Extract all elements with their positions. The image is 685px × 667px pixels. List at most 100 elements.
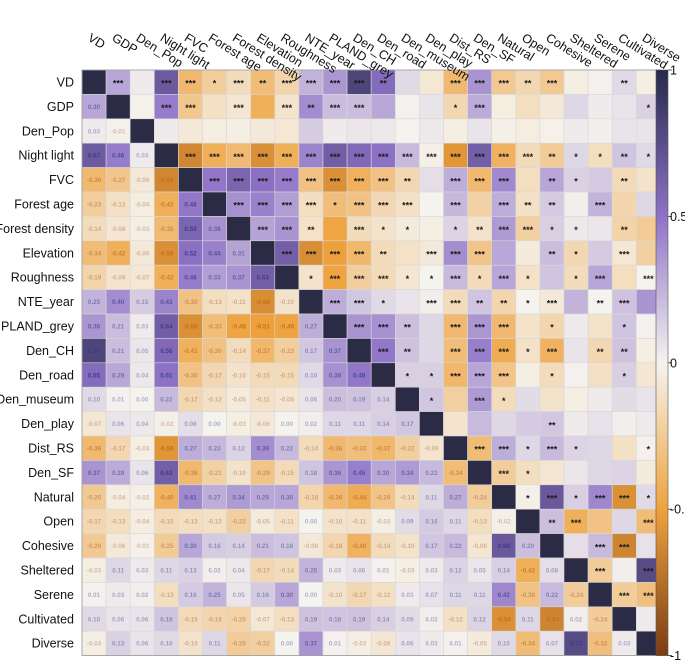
heatmap-cell bbox=[515, 216, 541, 242]
diagonal-cell bbox=[202, 191, 227, 217]
cell-value-label: 0.11 bbox=[425, 494, 437, 501]
heatmap-cell bbox=[394, 484, 420, 510]
cell-value-label: -0.01 bbox=[135, 543, 150, 550]
heatmap-cell bbox=[178, 338, 203, 364]
cell-value-label: 0.00 bbox=[208, 421, 221, 428]
heatmap-cell bbox=[515, 630, 541, 656]
cell-value-label: 0.09 bbox=[401, 519, 414, 526]
significance-stars: ** bbox=[548, 518, 556, 528]
cell-value-label: 0.22 bbox=[449, 543, 462, 550]
cell-value-label: -0.32 bbox=[593, 641, 608, 648]
heatmap-cell bbox=[611, 240, 637, 266]
cell-value-label: -0.44 bbox=[352, 494, 367, 501]
cell-value-label: 0.11 bbox=[329, 421, 341, 428]
heatmap-cell bbox=[81, 289, 107, 315]
cell-value-label: 0.25 bbox=[208, 592, 221, 599]
cell-value-label: -0.59 bbox=[183, 324, 198, 331]
cell-value-label: -0.36 bbox=[183, 470, 198, 477]
heatmap-cell bbox=[105, 386, 131, 412]
cell-value-label: 0.48 bbox=[353, 372, 366, 379]
heatmap-cell bbox=[178, 582, 203, 608]
cell-value-label: -0.13 bbox=[472, 519, 487, 526]
diagonal-cell bbox=[611, 606, 637, 632]
colorbar-tick-label: -0.5 bbox=[670, 503, 685, 517]
heatmap-cell bbox=[563, 606, 589, 632]
cell-value-label: 0.11 bbox=[450, 592, 462, 599]
cell-value-label: 0.14 bbox=[377, 421, 390, 428]
cell-value-label: -0.04 bbox=[111, 494, 126, 501]
cell-value-label: 0.07 bbox=[425, 592, 438, 599]
significance-stars: * bbox=[213, 79, 217, 89]
heatmap-cell bbox=[250, 606, 276, 632]
significance-stars: ** bbox=[524, 201, 532, 211]
cell-value-label: 0.22 bbox=[281, 446, 294, 453]
heatmap-cell bbox=[467, 386, 493, 412]
heatmap-cell bbox=[419, 142, 444, 168]
significance-stars: *** bbox=[257, 152, 268, 162]
heatmap-cell bbox=[587, 460, 613, 486]
heatmap-cell bbox=[419, 362, 444, 388]
heatmap-cell bbox=[154, 362, 179, 388]
heatmap-cell bbox=[298, 362, 324, 388]
heatmap-cell bbox=[250, 118, 276, 144]
significance-stars: * bbox=[430, 274, 434, 284]
significance-stars: * bbox=[598, 152, 602, 162]
significance-stars: * bbox=[309, 274, 313, 284]
significance-stars: * bbox=[574, 176, 578, 186]
significance-stars: ** bbox=[548, 152, 556, 162]
heatmap-cell bbox=[202, 484, 227, 510]
heatmap-cell bbox=[611, 94, 637, 120]
heatmap-cell bbox=[539, 484, 565, 510]
significance-stars: *** bbox=[547, 79, 558, 89]
significance-stars: *** bbox=[547, 298, 558, 308]
heatmap-cell bbox=[226, 606, 252, 632]
row-label: GDP bbox=[47, 100, 74, 114]
cell-value-label: -0.34 bbox=[448, 470, 463, 477]
diagonal-cell bbox=[226, 216, 252, 242]
cell-value-label: 0.27 bbox=[184, 446, 197, 453]
heatmap-cell bbox=[611, 508, 637, 534]
significance-stars: *** bbox=[450, 274, 461, 284]
heatmap-cell bbox=[515, 338, 541, 364]
heatmap-cell bbox=[563, 533, 589, 559]
significance-stars: ** bbox=[476, 298, 484, 308]
cell-value-label: 0.21 bbox=[257, 543, 270, 550]
cell-value-label: 0.14 bbox=[233, 543, 246, 550]
heatmap-cell bbox=[81, 167, 107, 193]
significance-stars: *** bbox=[619, 250, 630, 260]
significance-stars: * bbox=[526, 494, 530, 504]
heatmap-cell bbox=[129, 533, 155, 559]
heatmap-cell bbox=[346, 386, 372, 412]
cell-value-label: -0.22 bbox=[256, 641, 271, 648]
cell-value-label: -0.41 bbox=[183, 348, 198, 355]
heatmap-cell bbox=[394, 69, 420, 95]
heatmap-cell bbox=[226, 582, 252, 608]
cell-value-label: 0.27 bbox=[305, 324, 318, 331]
cell-value-label: -0.03 bbox=[135, 446, 150, 453]
significance-stars: *** bbox=[282, 225, 293, 235]
significance-stars: * bbox=[574, 152, 578, 162]
heatmap-cell bbox=[394, 508, 420, 534]
heatmap-cell bbox=[274, 118, 300, 144]
cell-value-label: 0.00 bbox=[305, 519, 318, 526]
cell-value-label: -0.30 bbox=[183, 372, 198, 379]
cell-value-label: 0.37 bbox=[233, 275, 246, 282]
significance-stars: *** bbox=[595, 494, 606, 504]
cell-value-label: 0.17 bbox=[425, 543, 438, 550]
cell-value-label: -0.10 bbox=[231, 372, 246, 379]
heatmap-cell bbox=[563, 216, 589, 242]
cell-value-label: 0.20 bbox=[522, 543, 535, 550]
heatmap-cell bbox=[563, 289, 589, 315]
heatmap-cell bbox=[346, 216, 372, 242]
heatmap-cell bbox=[539, 338, 565, 364]
heatmap-cell bbox=[370, 167, 396, 193]
cell-value-label: 0.06 bbox=[136, 470, 149, 477]
significance-stars: *** bbox=[354, 79, 365, 89]
cell-value-label: 0.02 bbox=[425, 616, 438, 623]
heatmap-cell bbox=[129, 69, 155, 95]
heatmap-cell bbox=[443, 362, 468, 388]
heatmap-cell bbox=[467, 142, 493, 168]
significance-stars: *** bbox=[498, 176, 509, 186]
cell-value-label: -0.09 bbox=[111, 275, 126, 282]
row-label: Sheltered bbox=[20, 564, 74, 578]
